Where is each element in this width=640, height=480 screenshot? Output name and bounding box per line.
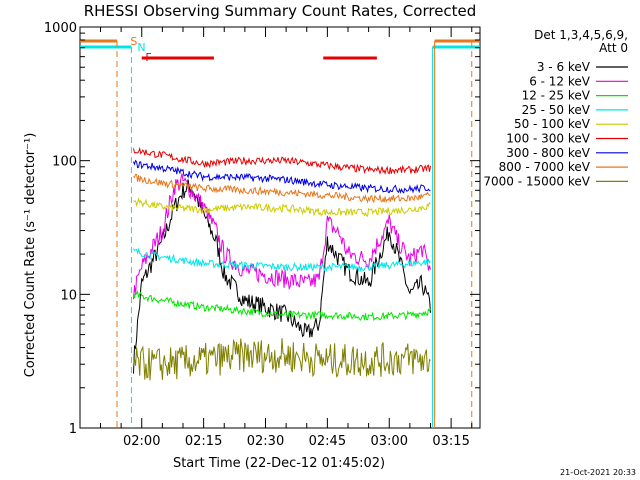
series-line [133, 338, 431, 381]
legend-label: 50 - 100 keV [514, 117, 591, 131]
series-line [133, 173, 431, 204]
y-tick-label: 1 [69, 422, 77, 437]
marker-label: F [145, 51, 151, 64]
x-tick-label: 03:15 [432, 434, 469, 449]
legend-label: 800 - 7000 keV [499, 160, 591, 174]
plot-area: S NF [79, 26, 481, 429]
series-line [133, 146, 431, 175]
series-line [133, 179, 431, 374]
observing-markers: S NF [80, 35, 480, 428]
footer-timestamp: 21-Oct-2021 20:33 [560, 468, 636, 477]
legend-label: 25 - 50 keV [522, 103, 591, 117]
x-tick-label: 02:45 [309, 434, 346, 449]
y-axis: 1 10 100 1000 [44, 21, 480, 437]
y-tick-label: 10 [60, 288, 77, 303]
legend-label: 7000 - 15000 keV [483, 174, 590, 188]
x-tick-label: 02:30 [247, 434, 284, 449]
y-axis-label: Corrected Count Rate (s⁻¹ detector⁻¹) [23, 133, 38, 378]
legend-label: 100 - 300 keV [506, 132, 590, 146]
series-line [133, 289, 431, 322]
series-lines [133, 146, 431, 381]
series-line [133, 197, 431, 217]
plot-frame [79, 26, 481, 429]
x-tick-label: 02:00 [123, 434, 160, 449]
chart-title: RHESSI Observing Summary Count Rates, Co… [84, 2, 477, 20]
y-tick-label: 1000 [44, 21, 77, 36]
x-tick-label: 03:00 [371, 434, 408, 449]
series-line [133, 173, 431, 300]
legend-label: 12 - 25 keV [522, 89, 591, 103]
x-tick-label: 02:15 [185, 434, 222, 449]
legend-header-attenuator: Att 0 [599, 41, 628, 55]
marker-label: S [130, 35, 137, 48]
x-axis-label: Start Time (22-Dec-12 01:45:02) [173, 456, 385, 471]
marker-label: N [137, 41, 145, 54]
x-axis: 02:00 02:15 02:30 02:45 03:00 03:15 [99, 27, 473, 449]
legend-label: 6 - 12 keV [529, 74, 591, 88]
legend-label: 300 - 800 keV [506, 146, 590, 160]
series-line [133, 159, 431, 194]
y-tick-label: 100 [52, 155, 77, 170]
legend-label: 3 - 6 keV [537, 60, 591, 74]
series-line [133, 247, 431, 273]
legend-header-detectors: Det 1,3,4,5,6,9, [534, 28, 628, 42]
